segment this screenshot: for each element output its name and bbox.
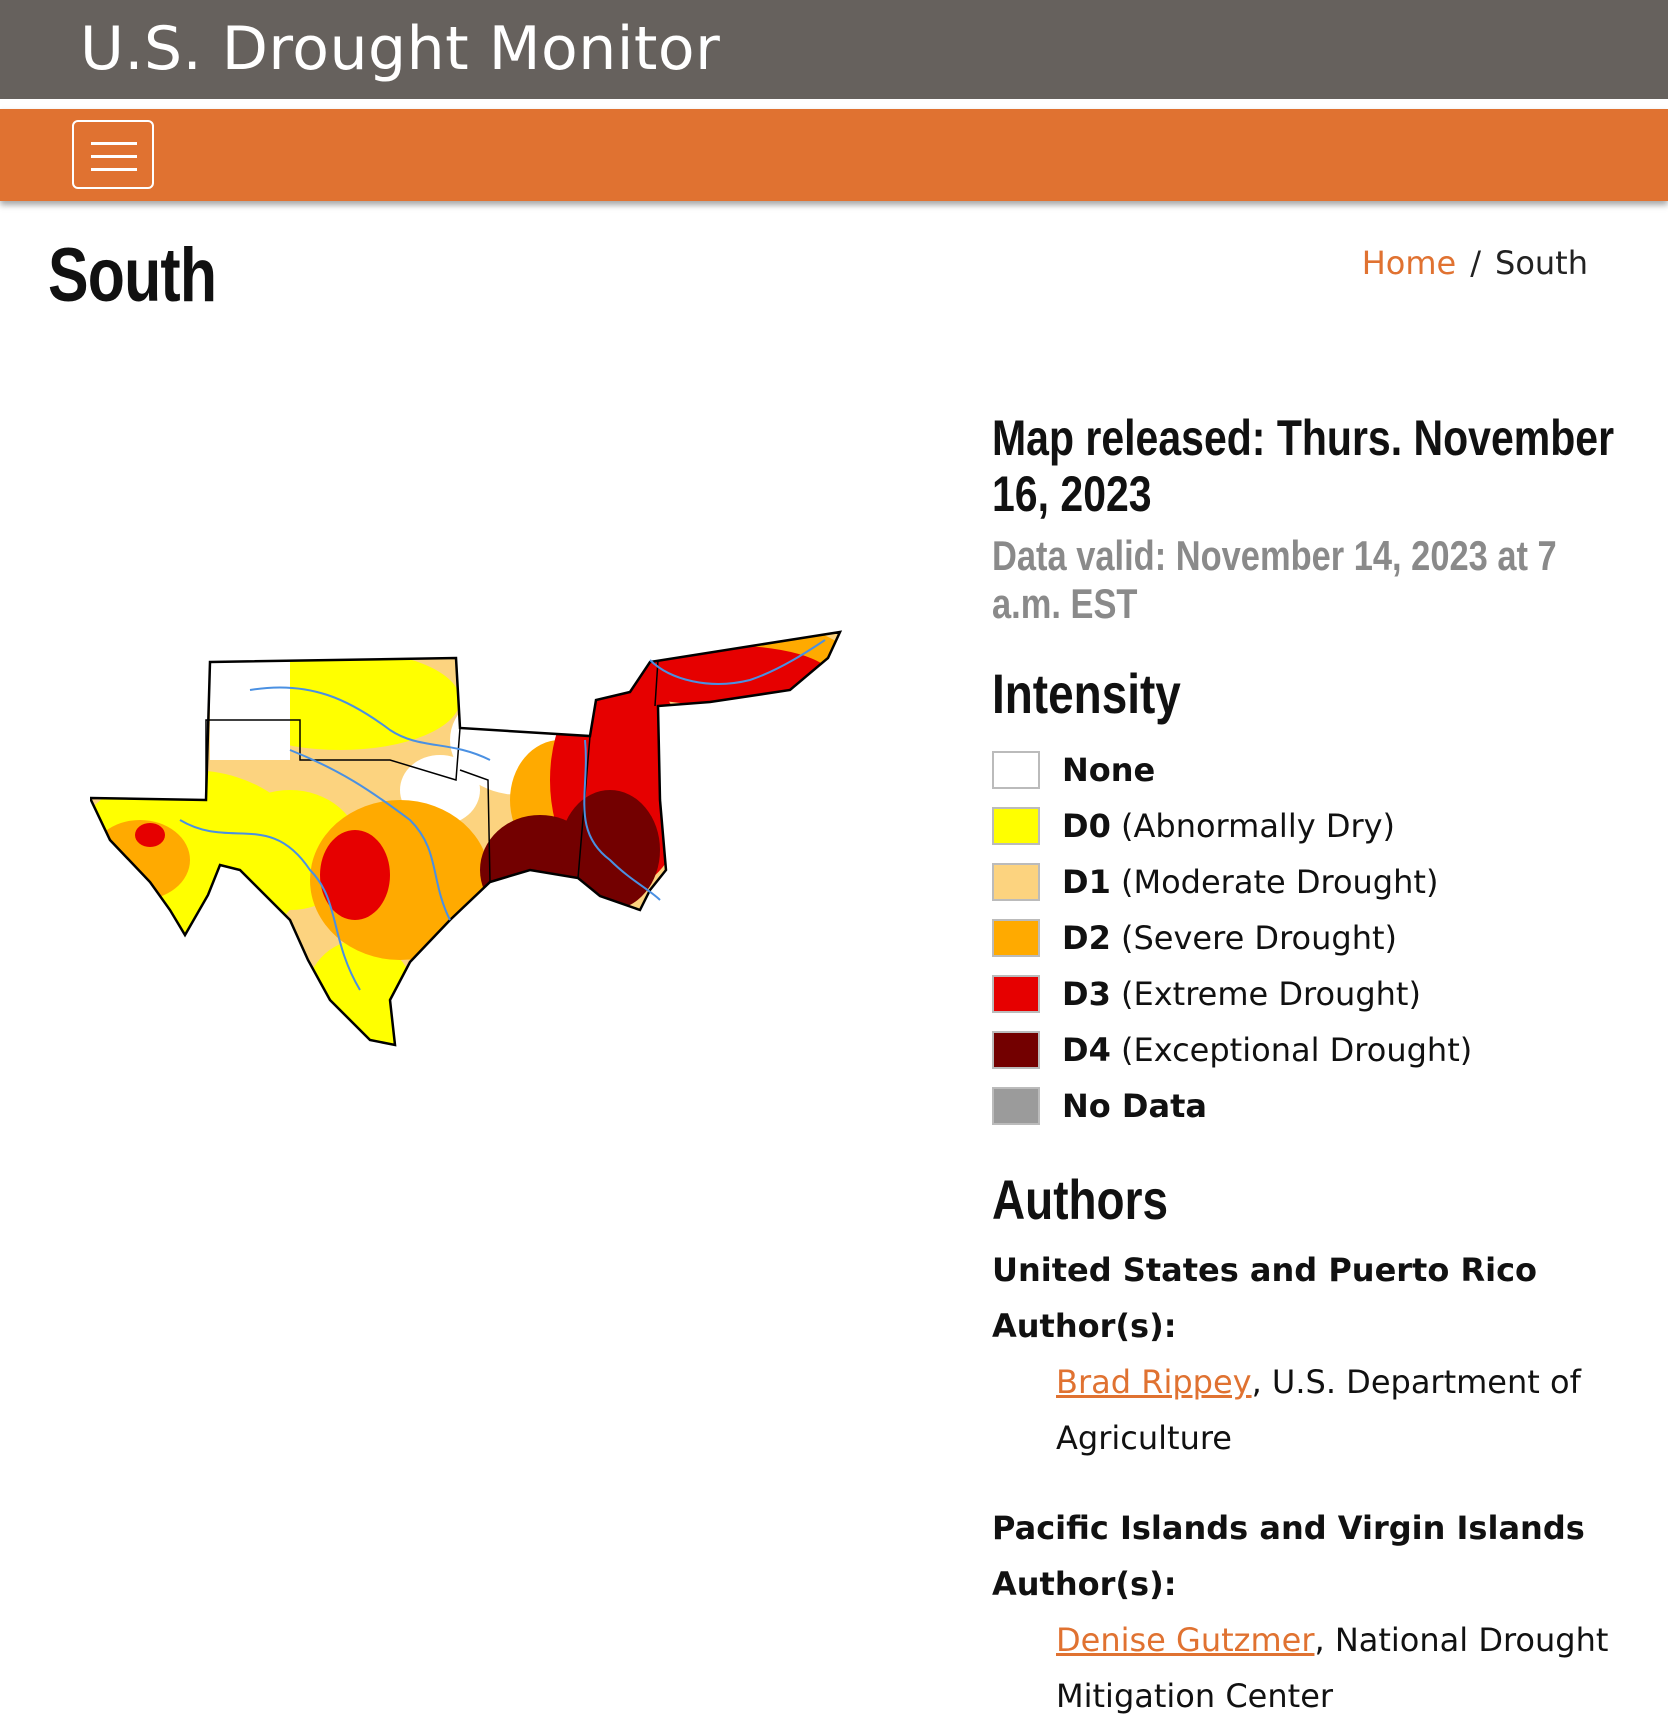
breadcrumb: Home / South	[1362, 244, 1588, 282]
us-authors-label: United States and Puerto Rico Author(s):	[992, 1251, 1538, 1345]
map-sidebar: Map released: Thurs. November 16, 2023 D…	[992, 410, 1632, 1724]
intensity-legend: None D0 (Abnormally Dry) D1 (Moderate Dr…	[992, 742, 1632, 1134]
legend-label: (Severe Drought)	[1110, 919, 1397, 957]
legend-swatch	[992, 919, 1040, 957]
legend-swatch	[992, 863, 1040, 901]
legend-item-d1: D1 (Moderate Drought)	[992, 854, 1632, 910]
legend-code: D1	[1062, 863, 1111, 901]
menu-toggle-button[interactable]	[72, 120, 154, 189]
pacific-author-entry: Denise Gutzmer, National Drought Mitigat…	[992, 1612, 1632, 1724]
author-link-brad-rippey[interactable]: Brad Rippey	[1056, 1363, 1252, 1401]
legend-label: No Data	[1062, 1087, 1207, 1125]
authors-heading: Authors	[992, 1168, 1169, 1231]
legend-code: D3	[1062, 975, 1111, 1013]
legend-swatch	[992, 975, 1040, 1013]
map-released-date: Map released: Thurs. November 16, 2023	[992, 410, 1615, 522]
legend-item-d0: D0 (Abnormally Dry)	[992, 798, 1632, 854]
drought-map[interactable]	[88, 620, 910, 1100]
pacific-authors-label: Pacific Islands and Virgin Islands Autho…	[992, 1509, 1585, 1603]
page-title: South	[48, 233, 217, 318]
us-author-entry: Brad Rippey, U.S. Department of Agricult…	[992, 1354, 1632, 1466]
nav-bar	[0, 109, 1668, 201]
legend-swatch	[992, 751, 1040, 789]
author-link-denise-gutzmer[interactable]: Denise Gutzmer	[1056, 1621, 1315, 1659]
legend-code: D0	[1062, 807, 1111, 845]
legend-label: None	[1062, 751, 1156, 789]
intensity-heading: Intensity	[992, 662, 1181, 725]
legend-item-none: None	[992, 742, 1632, 798]
legend-code: D4	[1062, 1031, 1111, 1069]
data-valid-date: Data valid: November 14, 2023 at 7 a.m. …	[992, 532, 1557, 627]
site-title[interactable]: U.S. Drought Monitor	[80, 14, 721, 84]
legend-item-no-data: No Data	[992, 1078, 1632, 1134]
site-header: U.S. Drought Monitor	[0, 0, 1668, 104]
legend-swatch	[992, 1031, 1040, 1069]
legend-item-d2: D2 (Severe Drought)	[992, 910, 1632, 966]
legend-code: D2	[1062, 919, 1111, 957]
legend-label: (Exceptional Drought)	[1110, 1031, 1473, 1069]
legend-item-d3: D3 (Extreme Drought)	[992, 966, 1632, 1022]
author-affiliation: , U.S. Department of Agriculture	[1056, 1363, 1581, 1457]
breadcrumb-home-link[interactable]: Home	[1361, 244, 1457, 282]
breadcrumb-separator: /	[1470, 244, 1481, 282]
legend-swatch	[992, 1087, 1040, 1125]
legend-label: (Extreme Drought)	[1110, 975, 1421, 1013]
legend-swatch	[992, 807, 1040, 845]
legend-label: (Abnormally Dry)	[1110, 807, 1396, 845]
breadcrumb-current: South	[1495, 244, 1588, 282]
legend-label: (Moderate Drought)	[1110, 863, 1439, 901]
legend-item-d4: D4 (Exceptional Drought)	[992, 1022, 1632, 1078]
drought-map-image	[88, 630, 843, 1047]
